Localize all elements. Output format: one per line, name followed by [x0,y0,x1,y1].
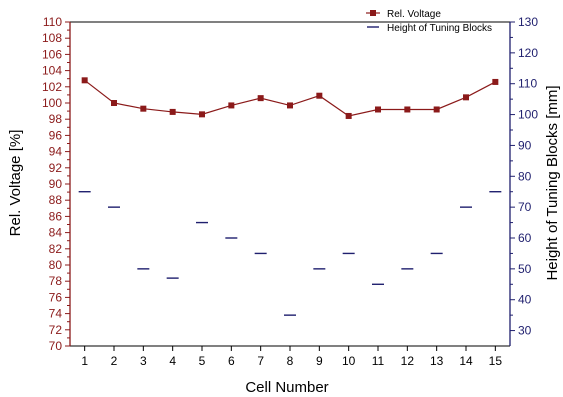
y-right-tick-label: 110 [518,77,537,91]
x-tick-label: 8 [287,354,294,368]
rel-voltage-point [375,106,381,113]
y-right-tick-label: 70 [518,200,532,214]
y-left-tick-label: 76 [49,290,63,304]
y-left-tick-label: 94 [49,145,63,159]
y-left-tick-label: 70 [49,339,63,353]
y-left-tick-label: 100 [42,96,62,110]
rel-voltage-point [140,105,147,112]
y-axis-right-title: Height of Tuning Blocks [mm] [544,85,561,280]
rel-voltage-point [169,108,176,115]
axes: 1 2 3 4 5 6 7 8 9 10 11 12 13 14 157072747678808284868… [42,15,538,368]
x-tick-label: 6 [228,354,235,368]
y-right-tick-label: 80 [518,169,532,183]
x-tick-label: 9 [316,354,323,368]
y-right-tick-label: 40 [518,293,532,307]
legend: Rel. Voltage Height of Tuning Blocks [366,9,492,34]
y-left-tick-label: 82 [49,242,63,256]
y-left-tick-label: 84 [49,226,63,240]
y-left-tick-label: 106 [42,47,62,61]
rel-voltage-point [404,106,411,113]
x-tick-label: 11 [372,354,385,368]
x-tick-label: 14 [459,354,473,368]
y-left-tick-label: 92 [49,161,63,175]
legend-tuning-blocks-label: Height of Tuning Blocks [387,23,492,34]
x-tick-label: 12 [401,354,415,368]
rel-voltage-point [257,95,264,102]
y-left-tick-label: 104 [42,64,62,78]
y-left-tick-label: 88 [49,193,63,207]
x-tick-label: 5 [199,354,206,368]
rel-voltage-point [345,112,352,119]
y-right-tick-label: 50 [518,262,532,276]
y-left-tick-label: 110 [43,15,62,29]
x-tick-label: 3 [140,354,147,368]
y-left-tick-label: 86 [49,209,63,223]
y-left-tick-label: 102 [42,80,62,94]
legend-rel-voltage-marker [370,10,376,16]
y-right-tick-label: 30 [518,324,532,338]
rel-voltage-point [316,92,323,99]
y-right-tick-label: 100 [518,108,538,122]
series-layer [78,77,502,316]
x-tick-label: 2 [111,354,118,368]
legend-rel-voltage-label: Rel. Voltage [387,9,441,20]
x-tick-label: 13 [430,354,444,368]
y-left-tick-label: 96 [49,128,63,142]
y-right-tick-label: 120 [518,46,538,60]
x-tick-label: 10 [342,354,356,368]
y-left-tick-label: 108 [42,31,62,45]
y-left-tick-label: 90 [49,177,63,191]
y-left-tick-label: 98 [49,112,63,126]
rel-voltage-point [111,100,117,106]
y-left-tick-label: 80 [49,258,63,272]
y-axis-left-title: Rel. Voltage [%] [7,130,24,237]
rel-voltage-point [81,77,88,84]
x-tick-label: 1 [81,354,88,368]
y-right-tick-label: 60 [518,231,532,245]
rel-voltage-point [492,78,499,85]
rel-voltage-point [228,102,235,109]
x-axis-title: Cell Number [245,379,328,396]
y-left-tick-label: 74 [49,307,63,321]
y-left-tick-label: 78 [49,274,63,288]
x-tick-label: 4 [169,354,176,368]
rel-voltage-point [199,111,205,118]
rel-voltage-point [433,106,440,113]
x-tick-label: 15 [489,354,503,368]
y-left-tick-label: 72 [49,323,63,337]
rel-voltage-point [463,94,469,101]
y-right-tick-label: 130 [518,15,538,29]
y-right-tick-label: 90 [518,138,532,152]
rel-voltage-point [287,102,293,109]
x-tick-label: 7 [257,354,264,368]
